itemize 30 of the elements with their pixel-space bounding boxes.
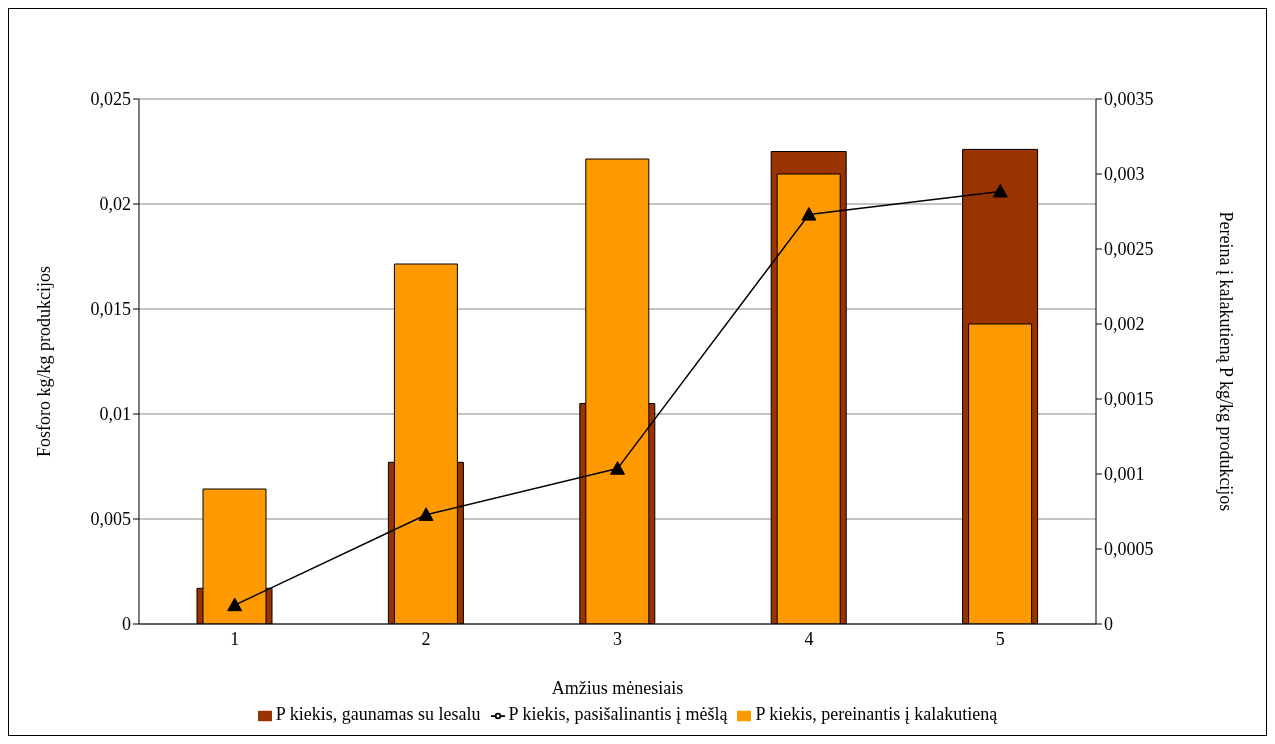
y2-tick-label: 0,001	[1104, 464, 1145, 485]
y2-tick-label: 0,0025	[1104, 239, 1154, 260]
point	[992, 183, 1008, 198]
y2-tick-label: 0,002	[1104, 314, 1145, 335]
x-axis-title: Amžius mėnesiais	[551, 678, 684, 698]
x-tick-label: 2	[421, 628, 431, 649]
legend-label: P kiekis, gaunamas su lesalu	[275, 704, 481, 724]
x-tick-label: 4	[804, 628, 814, 649]
legend-label: P kiekis, pereinantis į kalakutieną	[755, 704, 998, 724]
x-tick-label: 5	[995, 628, 1005, 649]
point	[801, 207, 817, 221]
x-tick-label: 1	[230, 628, 240, 649]
y-tick-label: 0	[122, 614, 131, 635]
y-tick-label: 0,015	[90, 299, 131, 320]
y-tick-label: 0,005	[90, 509, 131, 530]
y2-tick-label: 0,0015	[1104, 389, 1154, 410]
y-axis-title: Fosforo kg/kg produkcijos	[34, 266, 55, 457]
x-tick-label: 3	[613, 628, 622, 649]
y-tick-label: 0,02	[99, 194, 131, 215]
point	[227, 597, 243, 612]
point	[418, 507, 434, 521]
y-tick-label: 0,01	[99, 404, 131, 425]
y2-axis-title: Pereina į kalakutieną P kg/kg produkcijos	[1215, 211, 1236, 512]
legend-label: P kiekis, pasišalinantis į mėšlą	[508, 704, 728, 724]
y2-tick-label: 0	[1104, 614, 1113, 635]
y2-tick-label: 0,003	[1104, 164, 1145, 185]
point	[610, 461, 625, 475]
y-tick-label: 0,025	[90, 89, 131, 110]
y2-tick-label: 0,0035	[1104, 89, 1154, 110]
y2-tick-label: 0,0005	[1104, 539, 1154, 560]
